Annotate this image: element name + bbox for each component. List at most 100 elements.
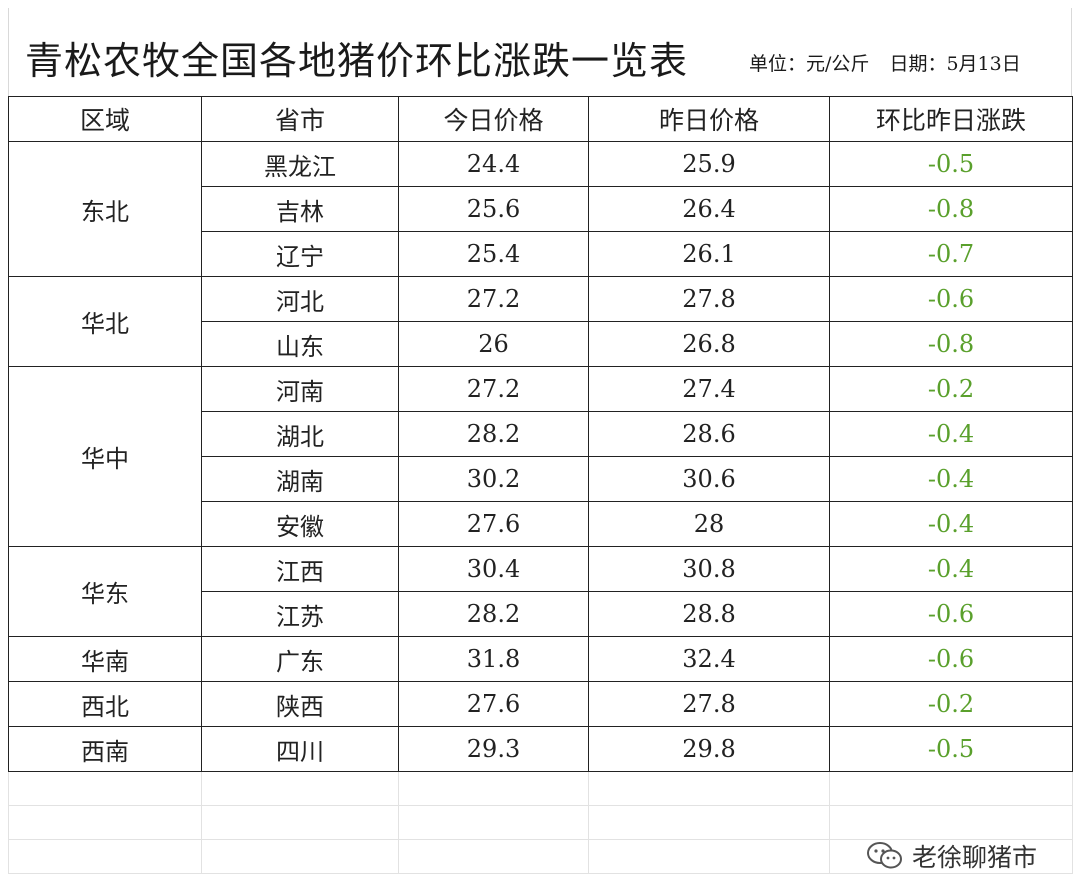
change-cell: -0.6: [829, 591, 1073, 637]
unit-label: 单位：元/公斤: [749, 53, 870, 75]
empty-cell: [588, 805, 830, 840]
today-price-cell: 27.6: [398, 681, 589, 727]
table-row: 西南 四川 29.3 29.8 -0.5: [8, 726, 1073, 772]
province-cell: 黑龙江: [201, 141, 399, 187]
yesterday-price-cell: 28.6: [588, 411, 830, 457]
today-price-cell: 30.4: [398, 546, 589, 592]
today-price-cell: 30.2: [398, 456, 589, 502]
wechat-icon: [867, 842, 902, 869]
page-title: 青松农牧全国各地猪价环比涨跌一览表: [25, 39, 689, 83]
yesterday-price-cell: 26.1: [588, 231, 830, 277]
province-cell: 湖北: [201, 411, 399, 457]
empty-cell: [588, 839, 830, 874]
province-cell: 江苏: [201, 591, 399, 637]
today-price-cell: 29.3: [398, 726, 589, 772]
province-cell: 吉林: [201, 186, 399, 232]
watermark-text: 老徐聊猪市: [912, 843, 1038, 872]
today-price-cell: 27.2: [398, 366, 589, 412]
table-row: 湖南 30.2 30.6 -0.4: [9, 456, 1073, 502]
table-row: 华南 广东 31.8 32.4 -0.6: [8, 636, 1073, 682]
yesterday-price-cell: 32.4: [588, 636, 830, 682]
region-cell: 东北: [8, 141, 202, 277]
province-cell: 四川: [201, 726, 399, 772]
watermark: 老徐聊猪市: [866, 838, 1037, 874]
province-cell: 辽宁: [201, 231, 399, 277]
table-row: 华中 河南 27.2 27.4 -0.2: [8, 366, 1073, 547]
change-cell: -0.6: [829, 636, 1073, 682]
empty-cell: [201, 839, 399, 874]
empty-cell: [398, 771, 589, 806]
header-today: 今日价格: [398, 96, 589, 142]
province-cell: 陕西: [201, 681, 399, 727]
region-cell: 西南: [8, 726, 202, 772]
table-row: 湖北 28.2 28.6 -0.4: [9, 411, 1073, 457]
header-row: 区域 省市 今日价格 昨日价格 环比昨日涨跌: [8, 96, 1073, 142]
empty-cell: [8, 839, 202, 874]
change-cell: -0.5: [829, 726, 1073, 772]
empty-cell: [201, 805, 399, 840]
yesterday-price-cell: 30.6: [588, 456, 830, 502]
province-cell: 湖南: [201, 456, 399, 502]
meta-info: 单位：元/公斤 日期：5月13日: [749, 49, 1035, 76]
today-price-cell: 28.2: [398, 591, 589, 637]
province-cell: 河南: [201, 366, 399, 412]
region-cell: 华中: [8, 366, 202, 547]
province-cell: 河北: [201, 276, 399, 322]
yesterday-price-cell: 27.4: [588, 366, 830, 412]
empty-cell: [8, 805, 202, 840]
today-price-cell: 25.4: [398, 231, 589, 277]
empty-row: [8, 805, 1073, 840]
today-price-cell: 24.4: [398, 141, 589, 187]
change-cell: -0.8: [829, 186, 1073, 232]
today-price-cell: 28.2: [398, 411, 589, 457]
table-row: 华北 河北 27.2 27.8 -0.6: [8, 276, 1073, 367]
empty-cell: [398, 805, 589, 840]
province-cell: 山东: [201, 321, 399, 367]
change-cell: -0.5: [829, 141, 1073, 187]
yesterday-price-cell: 25.9: [588, 141, 830, 187]
province-cell: 广东: [201, 636, 399, 682]
yesterday-price-cell: 28.8: [588, 591, 830, 637]
region-cell: 华北: [8, 276, 202, 367]
yesterday-price-cell: 28: [588, 501, 830, 547]
table-row: 华东 江西 30.4 30.8 -0.4: [8, 546, 1073, 637]
today-price-cell: 27.6: [398, 501, 589, 547]
today-price-cell: 25.6: [398, 186, 589, 232]
spreadsheet: 青松农牧全国各地猪价环比涨跌一览表 单位：元/公斤 日期：5月13日 区域 省市…: [8, 8, 1073, 888]
today-price-cell: 31.8: [398, 636, 589, 682]
empty-cell: [8, 771, 202, 806]
empty-cell: [201, 771, 399, 806]
header-yesterday: 昨日价格: [588, 96, 830, 142]
empty-cell: [829, 805, 1073, 840]
change-cell: -0.4: [829, 456, 1073, 502]
title-row: 青松农牧全国各地猪价环比涨跌一览表 单位：元/公斤 日期：5月13日: [8, 8, 1072, 96]
today-price-cell: 26: [398, 321, 589, 367]
today-price-cell: 27.2: [398, 276, 589, 322]
yesterday-price-cell: 26.4: [588, 186, 830, 232]
empty-row: [8, 771, 1073, 806]
date-label: 日期：5月13日: [889, 53, 1021, 75]
change-cell: -0.4: [829, 546, 1073, 592]
yesterday-price-cell: 27.8: [588, 681, 830, 727]
table-row: 山东 26 26.8 -0.8: [9, 321, 1073, 367]
yesterday-price-cell: 27.8: [588, 276, 830, 322]
change-cell: -0.4: [829, 501, 1073, 547]
change-cell: -0.7: [829, 231, 1073, 277]
change-cell: -0.8: [829, 321, 1073, 367]
header-province: 省市: [201, 96, 399, 142]
table-row: 西北 陕西 27.6 27.8 -0.2: [8, 681, 1073, 727]
yesterday-price-cell: 30.8: [588, 546, 830, 592]
header-change: 环比昨日涨跌: [829, 96, 1073, 142]
province-cell: 安徽: [201, 501, 399, 547]
table-row: 安徽 27.6 28 -0.4: [9, 501, 1073, 547]
region-cell: 华东: [8, 546, 202, 637]
yesterday-price-cell: 26.8: [588, 321, 830, 367]
province-cell: 江西: [201, 546, 399, 592]
price-table: 区域 省市 今日价格 昨日价格 环比昨日涨跌 东北 黑龙江 24.4 25.9 -0.5…: [8, 96, 1073, 874]
table-row: 江苏 28.2 28.8 -0.6: [9, 591, 1073, 637]
table-row: 东北 黑龙江 24.4 25.9 -0.5: [8, 141, 1073, 277]
region-cell: 华南: [8, 636, 202, 682]
region-cell: 西北: [8, 681, 202, 727]
change-cell: -0.4: [829, 411, 1073, 457]
change-cell: -0.2: [829, 366, 1073, 412]
